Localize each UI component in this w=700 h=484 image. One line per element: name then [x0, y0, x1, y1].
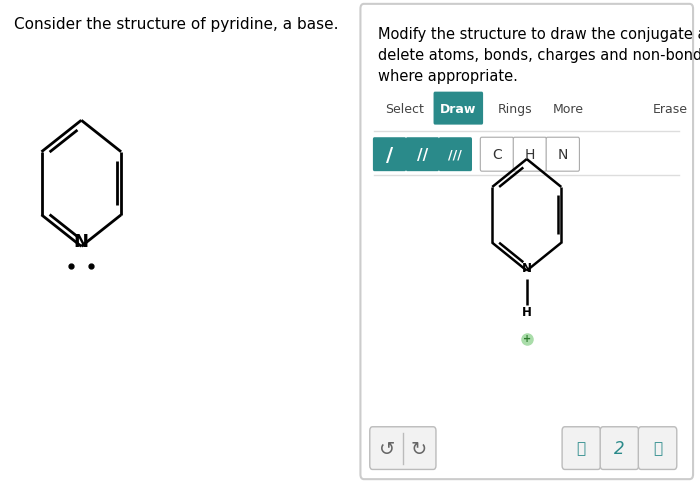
Text: Draw: Draw	[440, 103, 476, 115]
Text: /: /	[386, 145, 393, 165]
Text: +: +	[523, 334, 531, 344]
Text: 🔍: 🔍	[653, 441, 662, 455]
Text: Rings: Rings	[497, 103, 532, 115]
Text: C: C	[492, 148, 502, 162]
Text: Modify the structure to draw the conjugate acid. Add or
delete atoms, bonds, cha: Modify the structure to draw the conjuga…	[378, 27, 700, 84]
Text: ///: ///	[449, 149, 462, 161]
FancyBboxPatch shape	[406, 138, 439, 172]
Text: 🔍: 🔍	[577, 441, 586, 455]
Text: H: H	[525, 148, 535, 162]
FancyBboxPatch shape	[370, 427, 436, 469]
FancyBboxPatch shape	[546, 138, 580, 172]
Text: ↺: ↺	[379, 439, 396, 458]
FancyBboxPatch shape	[600, 427, 638, 469]
FancyBboxPatch shape	[433, 92, 483, 125]
Text: N: N	[558, 148, 568, 162]
FancyBboxPatch shape	[638, 427, 677, 469]
Text: Select: Select	[385, 103, 424, 115]
Text: H: H	[522, 306, 532, 318]
FancyBboxPatch shape	[373, 138, 406, 172]
FancyBboxPatch shape	[562, 427, 601, 469]
Text: Erase: Erase	[653, 103, 688, 115]
FancyBboxPatch shape	[439, 138, 472, 172]
FancyBboxPatch shape	[513, 138, 547, 172]
Text: 2: 2	[614, 439, 624, 457]
Text: Consider the structure of pyridine, a base.: Consider the structure of pyridine, a ba…	[14, 17, 339, 32]
FancyBboxPatch shape	[360, 5, 693, 479]
FancyBboxPatch shape	[480, 138, 514, 172]
Text: More: More	[553, 103, 584, 115]
Text: N: N	[522, 262, 532, 274]
Text: ↻: ↻	[410, 439, 427, 458]
Text: N: N	[74, 233, 89, 251]
Text: //: //	[416, 148, 428, 162]
